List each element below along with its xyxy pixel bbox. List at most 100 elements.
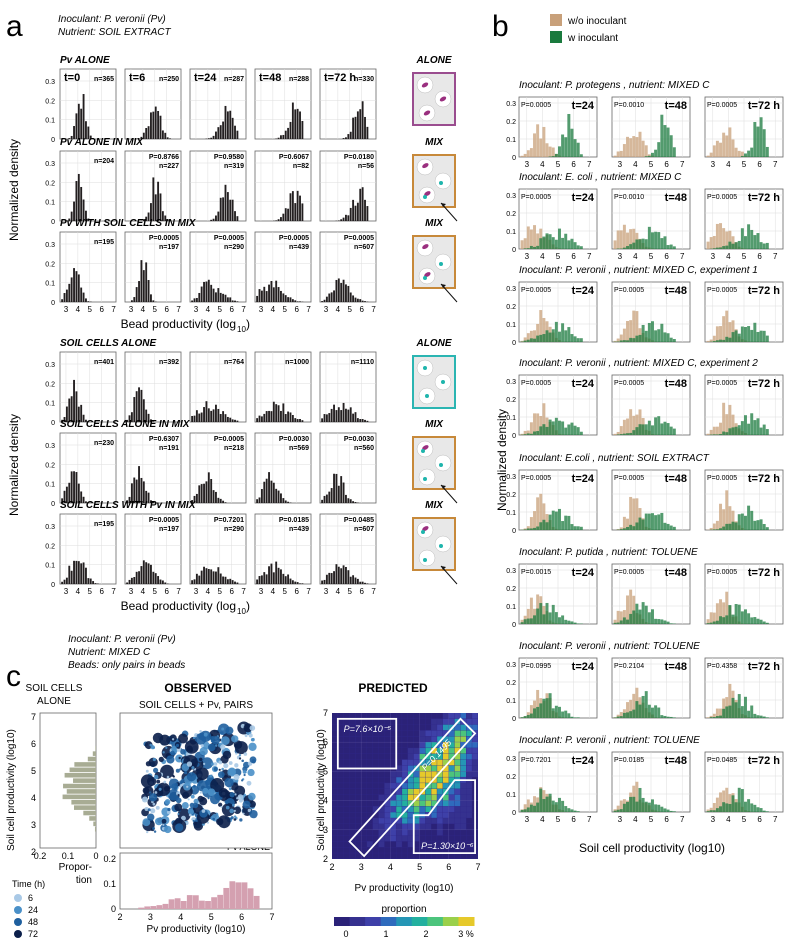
y-tick-label: 6 <box>323 737 328 747</box>
bar <box>140 477 143 503</box>
heatmap-cell <box>384 736 391 742</box>
heatmap-cell <box>442 794 449 801</box>
bar <box>71 799 96 805</box>
p-value: P=0.0485 <box>707 757 737 764</box>
heatmap-cell <box>442 841 449 848</box>
scatter-point <box>220 744 226 750</box>
bar <box>75 391 78 422</box>
heatmap-cell <box>448 800 455 807</box>
heatmap-cell <box>337 847 344 853</box>
bar <box>284 576 287 584</box>
heatmap-cell <box>378 812 385 818</box>
with-inoculant-bar <box>536 335 540 342</box>
scatter-point <box>218 760 223 765</box>
heatmap-cell <box>402 718 408 725</box>
bar <box>212 135 215 139</box>
heatmap-cell <box>349 853 356 859</box>
bar <box>333 290 335 302</box>
bar <box>73 126 75 139</box>
x-tick-label: 6 <box>664 252 669 261</box>
heatmap-cell <box>442 736 449 742</box>
bar <box>222 293 225 302</box>
with-inoculant-bar <box>644 330 648 342</box>
scatter-point <box>213 762 218 766</box>
bar <box>354 297 357 302</box>
x-tick-label: 4 <box>76 305 81 314</box>
bar <box>200 286 203 302</box>
scatter-point <box>184 771 188 775</box>
heatmap-cell <box>390 783 396 789</box>
x-tick-label: 3 <box>618 160 623 169</box>
heatmap-cell <box>343 730 350 737</box>
with-inoculant-bar <box>654 515 658 530</box>
heatmap-cell <box>361 777 367 783</box>
with-inoculant-bar <box>564 806 568 812</box>
bar <box>356 578 359 584</box>
with-inoculant-bar <box>619 340 623 342</box>
heatmap-cell <box>367 777 373 783</box>
with-inoculant-bar <box>756 126 760 157</box>
n-count: n=287 <box>224 76 244 83</box>
with-inoculant-bar <box>744 327 747 342</box>
heatmap-cell <box>442 765 449 772</box>
with-inoculant-bar <box>548 793 552 812</box>
x-tick-label: 7 <box>587 815 592 824</box>
bar <box>340 219 343 221</box>
heatmap-cell <box>466 841 472 848</box>
heatmap-cell <box>361 742 367 748</box>
bar <box>226 297 229 302</box>
without-inoculant-bar <box>638 131 642 157</box>
without-inoculant-bar <box>715 426 719 435</box>
with-inoculant-bar <box>728 605 732 624</box>
heatmap-cell <box>337 718 344 725</box>
without-inoculant-bar <box>542 126 546 157</box>
heatmap-cell <box>396 835 402 842</box>
scatter-point <box>190 794 195 799</box>
without-inoculant-bar <box>533 511 537 530</box>
heatmap-cell <box>466 812 472 818</box>
time-label: t=48 <box>665 100 687 112</box>
histogram-subplot: P=0.0005 t=72 h <box>704 563 784 625</box>
heatmap-cell <box>454 759 461 766</box>
heatmap-cell <box>413 853 420 859</box>
without-inoculant-bar <box>613 433 617 435</box>
bar <box>219 498 222 503</box>
heatmap-cell <box>454 748 461 754</box>
with-inoculant-bar <box>570 128 574 157</box>
y-tick-label: 0 <box>512 340 516 347</box>
scatter-point <box>202 787 209 794</box>
bar <box>299 418 301 422</box>
bar <box>126 582 129 584</box>
panel-a-xlabel-top: Bead productivity (log 10 ) <box>121 317 250 334</box>
heatmap-cell <box>396 853 402 859</box>
x-tick-label: 5 <box>283 587 288 596</box>
bar <box>174 898 181 909</box>
legend-without: w/o inoculant <box>567 16 627 27</box>
scatter-point <box>142 787 150 794</box>
heatmap-cell <box>367 736 373 742</box>
bar <box>364 199 366 221</box>
p-value: P=0.0005 <box>344 235 374 242</box>
with-inoculant-bar <box>626 340 630 342</box>
bar <box>263 413 266 422</box>
heatmap-cell <box>390 806 396 812</box>
with-inoculant-bar <box>567 713 571 718</box>
n-count: n=191 <box>159 445 179 452</box>
p-value: P=0.6307 <box>149 436 179 443</box>
y-tick-label: 0.3 <box>45 242 55 249</box>
row-title: Inoculant: E. coli , nutrient: MIXED C <box>519 172 682 183</box>
bar <box>265 574 268 584</box>
scatter-point <box>163 780 167 784</box>
bar <box>128 415 131 422</box>
n-count: n=401 <box>94 359 114 366</box>
heatmap-cell <box>413 783 420 789</box>
heatmap-cell <box>425 718 431 725</box>
bar <box>270 563 273 584</box>
time-label: t=72 h <box>748 755 780 767</box>
y-tick-label: 0.1 <box>506 229 516 236</box>
bar <box>229 578 232 584</box>
scatter-point <box>180 749 186 755</box>
histogram-subplot: t=0 n=365 <box>59 68 117 140</box>
